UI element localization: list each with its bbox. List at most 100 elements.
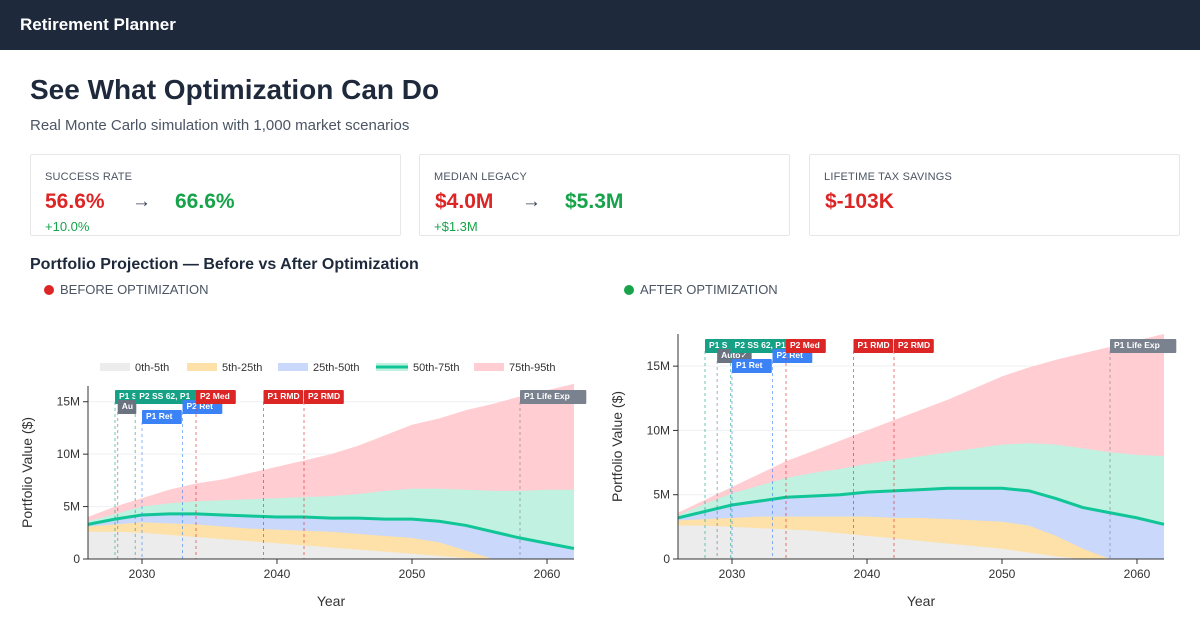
milestone-label: P2 Med: [200, 391, 230, 401]
median-legacy-before: $4.0M: [435, 190, 494, 213]
milestone-box: [786, 339, 826, 353]
median-legacy-arrow-icon: →: [522, 191, 541, 212]
legend-item[interactable]: 25th-50th: [278, 362, 359, 374]
milestone-label: P1 Life Exp: [524, 391, 570, 401]
milestone-label: Auto✓: [721, 350, 747, 360]
success-rate-label: SUCCESS RATE: [45, 171, 133, 183]
after-panel-label: AFTER OPTIMIZATION: [624, 282, 778, 297]
milestone-tag[interactable]: P1 Life Exp: [1110, 339, 1177, 353]
legend-label: 50th-75th: [413, 362, 459, 374]
milestone-tag[interactable]: P1 Ret: [732, 359, 772, 373]
milestone-label: P1 RMD: [858, 340, 890, 350]
milestone-tag[interactable]: P2 RMD: [304, 390, 344, 404]
milestone-label: Au: [122, 401, 133, 411]
legend-item[interactable]: 0th-5th: [100, 362, 169, 374]
milestone-label: P2 RMD: [898, 340, 930, 350]
milestone-tag[interactable]: P1 Life Exp: [520, 390, 587, 404]
x-tick-label: 2030: [719, 567, 746, 581]
success-rate-card: SUCCESS RATE 56.6% → 66.6% +10.0%: [30, 154, 401, 236]
app-title: Retirement Planner: [20, 15, 176, 34]
x-tick-label: 2030: [129, 567, 156, 581]
legend-item[interactable]: 50th-75th: [376, 362, 459, 374]
milestone-label: P2 RMD: [308, 391, 340, 401]
legend-item[interactable]: 5th-25th: [187, 362, 262, 374]
after-panel-text: AFTER OPTIMIZATION: [640, 282, 778, 297]
tax-savings-label: LIFETIME TAX SAVINGS: [824, 171, 953, 183]
milestone-label: P1 RMD: [268, 391, 300, 401]
median-line: [677, 486, 1165, 526]
milestone-label: P2 Ret: [777, 350, 804, 360]
top-bar: Retirement Planner: [0, 0, 1200, 50]
y-axis-label: Portfolio Value ($): [609, 391, 625, 502]
success-rate-delta: +10.0%: [45, 219, 90, 234]
before-panel-text: BEFORE OPTIMIZATION: [60, 282, 209, 297]
success-rate-after: 66.6%: [175, 190, 235, 213]
legend-swatch: [100, 363, 130, 371]
milestone-box: [142, 410, 182, 424]
legend-label: 75th-95th: [509, 362, 555, 374]
y-tick-label: 0: [73, 552, 80, 566]
x-tick-label: 2050: [399, 567, 426, 581]
milestone-label: P1 Ret: [736, 360, 763, 370]
legend-swatch: [187, 363, 217, 371]
milestone-label: P2 Ret: [187, 401, 214, 411]
milestone-box: [520, 390, 587, 404]
tax-savings-value: $-103K: [825, 190, 894, 213]
before-panel-label: BEFORE OPTIMIZATION: [44, 282, 209, 297]
milestone-tag[interactable]: P2 Med: [196, 390, 236, 404]
y-tick-label: 5M: [653, 488, 670, 502]
milestone-tag[interactable]: P2 RMD: [894, 339, 934, 353]
page-title: See What Optimization Can Do: [30, 74, 440, 105]
legend-label: 5th-25th: [222, 362, 262, 374]
legend-swatch: [474, 363, 504, 371]
x-axis-label: Year: [317, 593, 346, 609]
green-dot-icon: [624, 284, 634, 295]
milestone-tag[interactable]: P1 RMD: [263, 390, 304, 404]
milestone-tag[interactable]: P1 Ret: [142, 410, 182, 424]
milestone-label: P2 Med: [790, 340, 820, 350]
y-tick-label: 0: [663, 552, 670, 566]
tax-savings-card: LIFETIME TAX SAVINGS $-103K: [809, 154, 1180, 236]
milestone-box: [853, 339, 894, 353]
y-tick-label: 15M: [647, 359, 670, 373]
milestone-box: [304, 390, 344, 404]
x-tick-label: 2060: [534, 567, 561, 581]
x-tick-label: 2040: [854, 567, 881, 581]
milestone-box: [117, 400, 137, 414]
x-tick-label: 2050: [989, 567, 1016, 581]
success-rate-before: 56.6%: [45, 190, 105, 213]
red-dot-icon: [44, 284, 54, 295]
y-tick-label: 10M: [647, 423, 670, 437]
milestone-box: [894, 339, 934, 353]
milestone-label: P1 S: [119, 391, 138, 401]
legend-item[interactable]: 75th-95th: [474, 362, 555, 374]
milestone-tag[interactable]: Au: [117, 400, 137, 414]
y-tick-label: 15M: [57, 395, 80, 409]
x-tick-label: 2060: [1124, 567, 1151, 581]
median-line: [87, 512, 575, 550]
milestone-box: [732, 359, 772, 373]
legend-label: 25th-50th: [313, 362, 359, 374]
milestone-box: [196, 390, 236, 404]
milestone-label: P1 Life Exp: [1114, 340, 1160, 350]
section-title: Portfolio Projection — Before vs After O…: [30, 256, 419, 273]
band-0th-5th: [88, 531, 574, 559]
success-rate-arrow-icon: →: [132, 191, 151, 212]
x-axis-label: Year: [907, 593, 936, 609]
y-tick-label: 10M: [57, 447, 80, 461]
x-tick-label: 2040: [264, 567, 291, 581]
milestone-label: P2 SS 62, P1: [735, 340, 786, 350]
milestone-box: [263, 390, 304, 404]
legend-swatch: [278, 363, 308, 371]
band-0th-5th: [678, 525, 1164, 559]
milestone-tag[interactable]: P2 Med: [786, 339, 826, 353]
y-tick-label: 5M: [63, 500, 80, 514]
median-legacy-delta: +$1.3M: [434, 219, 478, 234]
median-legacy-after: $5.3M: [565, 190, 624, 213]
median-legacy-label: MEDIAN LEGACY: [434, 171, 528, 183]
milestone-tag[interactable]: P1 RMD: [853, 339, 894, 353]
milestone-box: [1110, 339, 1177, 353]
median-legacy-card: MEDIAN LEGACY $4.0M → $5.3M +$1.3M: [419, 154, 790, 236]
